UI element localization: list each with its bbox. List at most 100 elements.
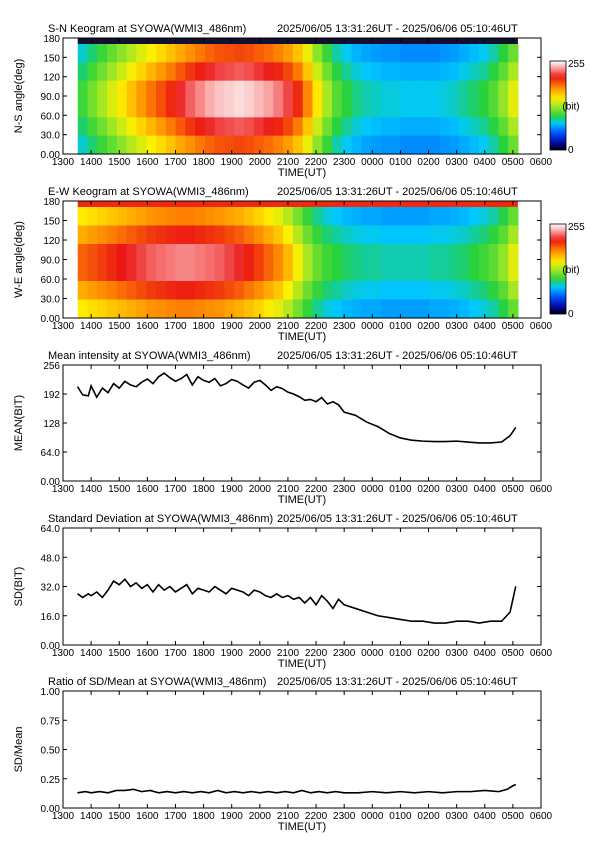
keogram-cell [341,225,353,245]
x-tick-label: 0000 [361,484,384,495]
data-point [270,597,272,598]
keogram-cell [351,44,362,63]
keogram-cell [508,262,519,282]
keogram-cell [155,281,167,301]
keogram-cell [459,117,470,137]
keogram-cell [371,80,382,100]
data-point [203,589,204,591]
data-point [186,374,188,375]
data-point [180,378,182,379]
y-tick-label: 90.0 [41,92,61,103]
keogram-cell [410,117,421,137]
keogram-cell [292,225,304,245]
data-point [107,589,109,591]
keogram-cell [488,207,499,227]
keogram-cell [107,281,118,301]
data-point [175,380,176,382]
x-tick-label: 2000 [249,811,272,822]
keogram-cell [488,244,499,264]
keogram-cell [420,207,431,227]
keogram-cell [292,44,304,63]
keogram-cell [498,299,509,319]
y-tick-label: 30.0 [41,295,61,306]
keogram-cell [146,117,157,137]
x-tick-label: 0500 [502,484,525,495]
keogram-cell [420,225,431,245]
keogram-cell [302,299,314,319]
keogram-cell [322,225,333,245]
x-tick-label: 1400 [80,648,103,659]
keogram-cell [107,62,118,82]
data-point [400,437,401,439]
keogram-cell [488,281,499,301]
colorbar-max-label: 255 [568,59,585,70]
keogram-cell [263,225,274,245]
data-point [166,791,168,793]
keogram-cell [498,117,509,137]
data-point [332,608,334,609]
keogram-cell [420,80,431,100]
data-point [304,399,306,401]
x-tick-label: 1800 [192,321,215,332]
keogram-cell [322,44,333,63]
data-point [281,597,283,598]
data-point [158,376,160,378]
keogram-cell [390,62,402,82]
keogram-cell [332,225,343,245]
data-point [124,578,126,580]
x-tick-label: 0300 [446,321,469,332]
keogram-cell [273,62,284,82]
x-tick-label: 0100 [389,321,412,332]
data-point [113,580,115,582]
keogram-cell [390,225,402,245]
keogram-cell [332,62,343,82]
keogram-cell [410,62,421,82]
keogram-cell [204,80,216,100]
y-tick-label: 0.00 [41,804,61,815]
x-tick-label: 0600 [530,648,553,659]
data-point [242,792,244,794]
keogram-cell [469,299,480,319]
x-tick-label: 1900 [221,648,244,659]
x-tick-label: 1900 [221,484,244,495]
keogram-cell [488,262,499,282]
keogram-cell [116,207,128,227]
keogram-cell [234,225,245,245]
keogram-cell [449,281,460,301]
keogram-cell [322,99,333,118]
keogram-cell [234,99,245,118]
data-point [118,387,120,389]
keogram-cell [204,225,216,245]
keogram-cell [97,117,108,137]
keogram-cell [390,262,402,282]
keogram-cell [478,207,490,227]
data-point [169,377,171,379]
keogram-cell [175,225,186,245]
y-tick-label: 150 [43,217,60,228]
keogram-cell [312,80,323,100]
keogram-cell [116,225,128,245]
keogram-cell [302,207,314,227]
keogram-cell [146,281,157,301]
data-point [87,593,89,595]
keogram-cell [195,244,206,264]
data-point [214,378,216,379]
data-point [478,622,480,624]
data-point [267,791,269,793]
keogram-cell [146,135,157,155]
keogram-cell [155,44,167,63]
keogram-cell [312,299,323,319]
keogram-cell [77,117,89,137]
keogram-cell [87,135,98,155]
keogram-cell [420,99,431,118]
x-axis-label: TIME(UT) [278,494,326,506]
data-point [343,411,345,413]
y-axis-label: W-E angle(deg) [13,221,25,298]
keogram-cell [175,244,186,264]
keogram-cell [312,225,323,245]
keogram-cell [302,281,314,301]
data-point [265,595,266,597]
data-point [366,611,368,613]
keogram-cell [439,244,451,264]
keogram-cell [332,207,343,227]
